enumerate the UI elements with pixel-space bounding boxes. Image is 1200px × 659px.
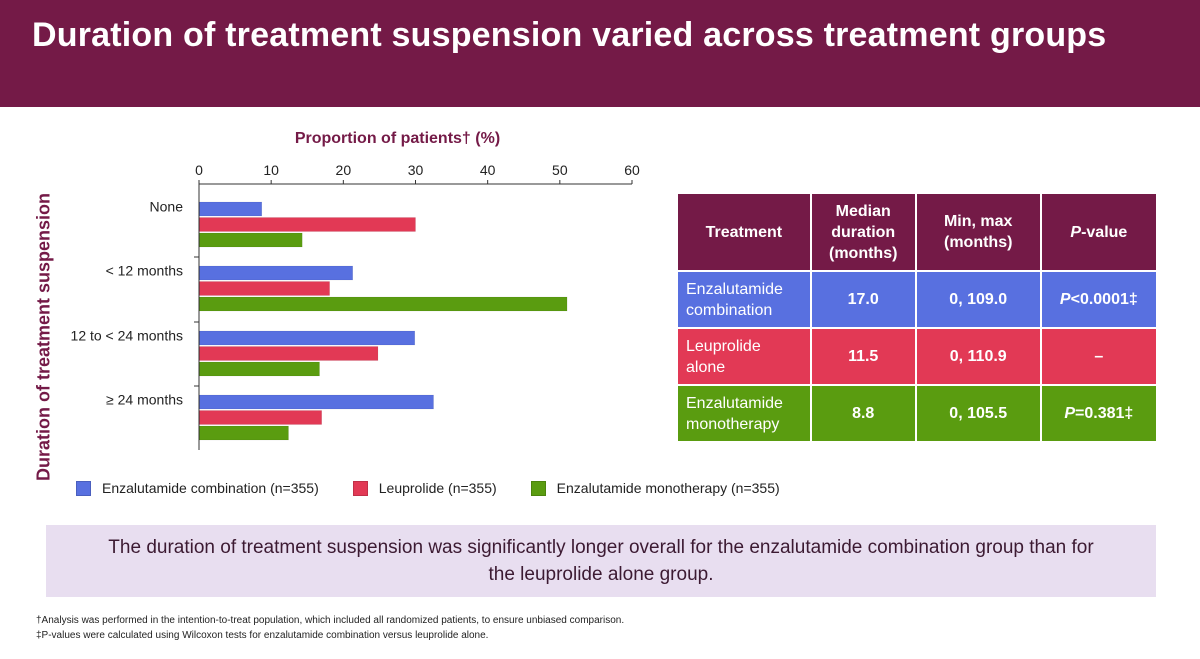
key-finding-text: The duration of treatment suspension was… (108, 537, 1094, 585)
x-tick-label: 50 (552, 162, 568, 178)
bar (199, 265, 353, 281)
footnotes: †Analysis was performed in the intention… (36, 613, 624, 643)
bar (199, 346, 379, 361)
table-header-median: Median duration (months) (809, 192, 917, 272)
results-table: Treatment Median duration (months) Min, … (676, 192, 1159, 443)
y-axis-title: Duration of treatment suspension (33, 192, 54, 482)
bar (199, 330, 416, 346)
bar (199, 217, 416, 232)
table-cell-median: 11.5 (809, 327, 917, 386)
footnote-pvalue: ‡P-values were calculated using Wilcoxon… (36, 630, 489, 641)
bar (199, 281, 330, 296)
legend-item-enzalutamide-combination: Enzalutamide combination (n=355) (76, 480, 319, 496)
table-row: Leuprolide alone 11.5 0, 110.9 – (676, 327, 1159, 386)
table-cell-p-value: – (1039, 327, 1159, 386)
table-row: Enzalutamide monotherapy 8.8 0, 105.5 P=… (676, 384, 1159, 443)
table-cell-treatment: Enzalutamide monotherapy (676, 384, 812, 443)
x-axis-title: Proportion of patients† (%) (295, 130, 500, 147)
table-row: Enzalutamide combination 17.0 0, 109.0 P… (676, 270, 1159, 329)
category-label: ≥ 24 months (106, 392, 183, 408)
table-header-row: Treatment Median duration (months) Min, … (676, 192, 1159, 272)
bar (199, 201, 263, 217)
legend-swatch-enzalutamide-combination (76, 480, 91, 496)
legend-swatch-enzalutamide-monotherapy (530, 480, 546, 496)
x-tick-label: 0 (195, 162, 203, 178)
table-cell-range: 0, 109.0 (914, 270, 1042, 329)
legend-label: Enzalutamide combination (n=355) (102, 480, 319, 496)
category-label: < 12 months (106, 263, 183, 279)
bar (199, 410, 322, 425)
table-cell-p-value: P<0.0001‡ (1039, 270, 1159, 329)
legend-item-leuprolide: Leuprolide (n=355) (352, 480, 497, 496)
bar (199, 232, 303, 248)
table-cell-range: 0, 110.9 (914, 327, 1042, 386)
bar-chart: Proportion of patients† (%) 0 10 20 30 40 50 60… (71, 130, 640, 450)
title-banner: Duration of treatment suspension varied … (0, 0, 1200, 107)
footnote-itt: †Analysis was performed in the intention… (36, 615, 625, 626)
table-cell-treatment: Leuprolide alone (676, 327, 812, 386)
legend-swatch-leuprolide (352, 480, 368, 496)
bar (199, 296, 568, 312)
table-cell-range: 0, 105.5 (914, 384, 1042, 443)
table-cell-median: 8.8 (809, 384, 917, 443)
table-cell-p-value: P=0.381‡ (1039, 384, 1159, 443)
key-finding-callout: The duration of treatment suspension was… (46, 525, 1156, 597)
x-tick-label: 30 (408, 162, 424, 178)
bar (199, 425, 289, 441)
table-header-range: Min, max (months) (914, 192, 1042, 272)
bar (199, 361, 320, 377)
bar (199, 394, 434, 410)
table-header-treatment: Treatment (676, 192, 812, 272)
category-label: None (150, 199, 184, 215)
legend-label: Enzalutamide monotherapy (n=355) (556, 480, 780, 496)
legend-item-enzalutamide-monotherapy: Enzalutamide monotherapy (n=355) (530, 480, 780, 496)
legend-label: Leuprolide (n=355) (378, 480, 497, 496)
page-title: Duration of treatment suspension varied … (32, 16, 1107, 54)
x-tick-label: 20 (336, 162, 352, 178)
x-tick-label: 40 (480, 162, 496, 178)
table-header-p-value: P-value (1039, 192, 1159, 272)
x-tick-label: 10 (263, 162, 279, 178)
table-cell-treatment: Enzalutamide combination (676, 270, 812, 329)
category-label: 12 to < 24 months (71, 328, 183, 344)
chart-legend: Enzalutamide combination (n=355) Leuprol… (76, 478, 780, 498)
table-cell-median: 17.0 (809, 270, 917, 329)
x-tick-label: 60 (624, 162, 640, 178)
